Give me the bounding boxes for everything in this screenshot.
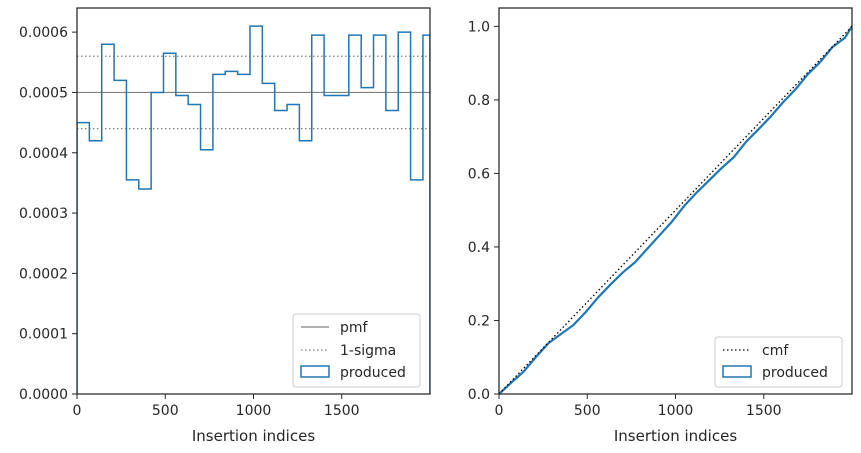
plot-area: [77, 25, 430, 394]
legend-cmf-label: cmf: [762, 343, 789, 359]
legend-sigma-label: 1-sigma: [340, 343, 396, 359]
y-tick-label: 0.8: [468, 93, 490, 109]
y-tick-label: 0.0002: [19, 266, 68, 282]
legend-produced-label: produced: [340, 365, 406, 381]
x-tick-label: 1000: [236, 403, 272, 419]
y-tick-label: 0.0: [468, 387, 490, 403]
produced-step-series: [77, 25, 430, 394]
x-tick-label: 0: [495, 403, 504, 419]
y-tick-label: 0.0001: [19, 327, 68, 343]
plot-area: [499, 25, 852, 394]
x-tick-label: 1500: [746, 403, 782, 419]
y-tick-label: 0.0000: [19, 387, 68, 403]
legend-produced-label: produced: [762, 365, 828, 381]
legend-produced-swatch: [722, 365, 752, 378]
x-axis-label: Insertion indices: [192, 427, 315, 445]
legend-box: [714, 336, 843, 388]
y-tick-label: 1.0: [468, 19, 490, 35]
y-tick-label: 0.0003: [19, 206, 68, 222]
y-tick-label: 0.6: [468, 166, 490, 182]
plot-frame: [498, 7, 853, 395]
produced-cumulative-series: [499, 25, 852, 394]
x-tick-label: 0: [73, 403, 82, 419]
y-tick-label: 0.0004: [19, 146, 68, 162]
cmf-panel: 0 500 1000 1500 0.0 0.2 0.4 0.6 0.8 1.0 Insertion …: [468, 7, 853, 445]
y-tick-label: 0.2: [468, 313, 490, 329]
legend-box: [292, 313, 421, 388]
pmf-panel: 0 500 1000 1500 0.0000 0.0001 0.0002 0.0003 0.00…: [19, 7, 431, 445]
y-tick-label: 0.4: [468, 240, 490, 256]
y-tick-label: 0.0006: [19, 25, 68, 41]
cmf-line: [499, 25, 852, 394]
x-tick-label: 500: [574, 403, 601, 419]
x-axis-label: Insertion indices: [614, 427, 737, 445]
x-tick-label: 1000: [658, 403, 694, 419]
legend-produced-swatch: [300, 365, 330, 378]
x-tick-label: 500: [152, 403, 179, 419]
y-tick-label: 0.0005: [19, 85, 68, 101]
legend-pmf-label: pmf: [340, 320, 369, 336]
x-tick-label: 1500: [324, 403, 360, 419]
